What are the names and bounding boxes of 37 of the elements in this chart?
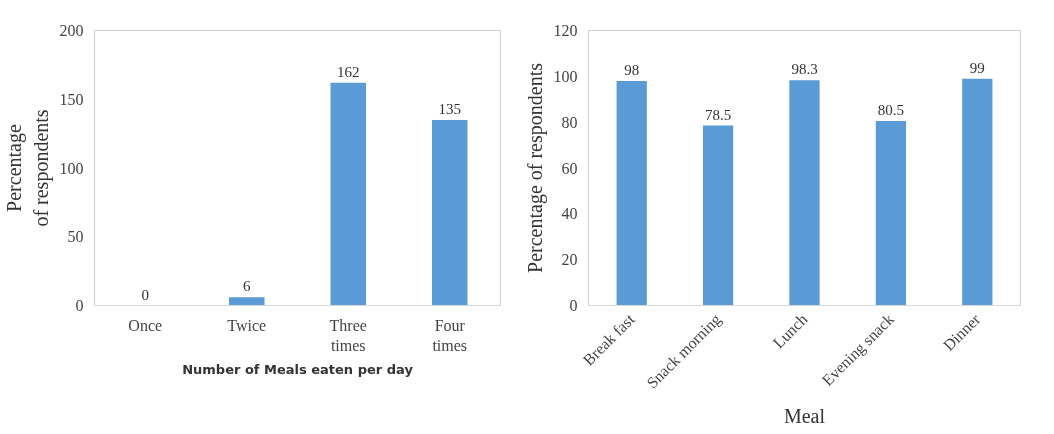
bar xyxy=(228,297,265,306)
y-tick-label: 80 xyxy=(561,113,578,131)
y-tick-label: 0 xyxy=(569,297,578,314)
y-tick-label: 150 xyxy=(59,90,84,108)
data-label: 162 xyxy=(337,63,360,80)
data-label: 98 xyxy=(624,61,640,78)
y-tick-label: 120 xyxy=(553,22,578,39)
data-label: 99 xyxy=(969,59,985,76)
x-tick-label: Once xyxy=(128,316,163,334)
x-tick-label: Three times xyxy=(329,316,367,354)
y-tick-label: 100 xyxy=(59,159,84,177)
x-axis-title: Number of Meals eaten per day xyxy=(182,361,414,377)
data-label: 135 xyxy=(438,100,461,117)
bar xyxy=(330,82,367,306)
bar xyxy=(616,80,647,306)
y-tick-label: 60 xyxy=(561,159,578,177)
bar xyxy=(789,80,820,306)
bar xyxy=(875,121,907,306)
data-label: 0 xyxy=(141,286,149,303)
y-tick-label: 100 xyxy=(553,67,578,85)
data-label: 80.5 xyxy=(877,102,905,119)
bar xyxy=(962,78,993,306)
x-axis-title: Meal xyxy=(783,405,826,428)
data-label: 78.5 xyxy=(704,106,732,123)
y-tick-label: 200 xyxy=(59,22,84,39)
y-axis-title: Percentage of respondents xyxy=(3,109,53,227)
data-label: 98.3 xyxy=(791,61,818,78)
y-tick-label: 20 xyxy=(561,251,578,269)
bar xyxy=(702,125,734,306)
y-tick-label: 0 xyxy=(75,297,84,314)
data-label: 6 xyxy=(243,278,251,295)
bar xyxy=(431,119,468,306)
x-tick-label: Twice xyxy=(227,316,267,334)
y-axis-title: Percentage of respondents xyxy=(523,62,547,273)
y-tick-label: 50 xyxy=(67,228,84,246)
y-tick-label: 40 xyxy=(561,205,578,223)
x-tick-label: Four times xyxy=(432,316,468,354)
